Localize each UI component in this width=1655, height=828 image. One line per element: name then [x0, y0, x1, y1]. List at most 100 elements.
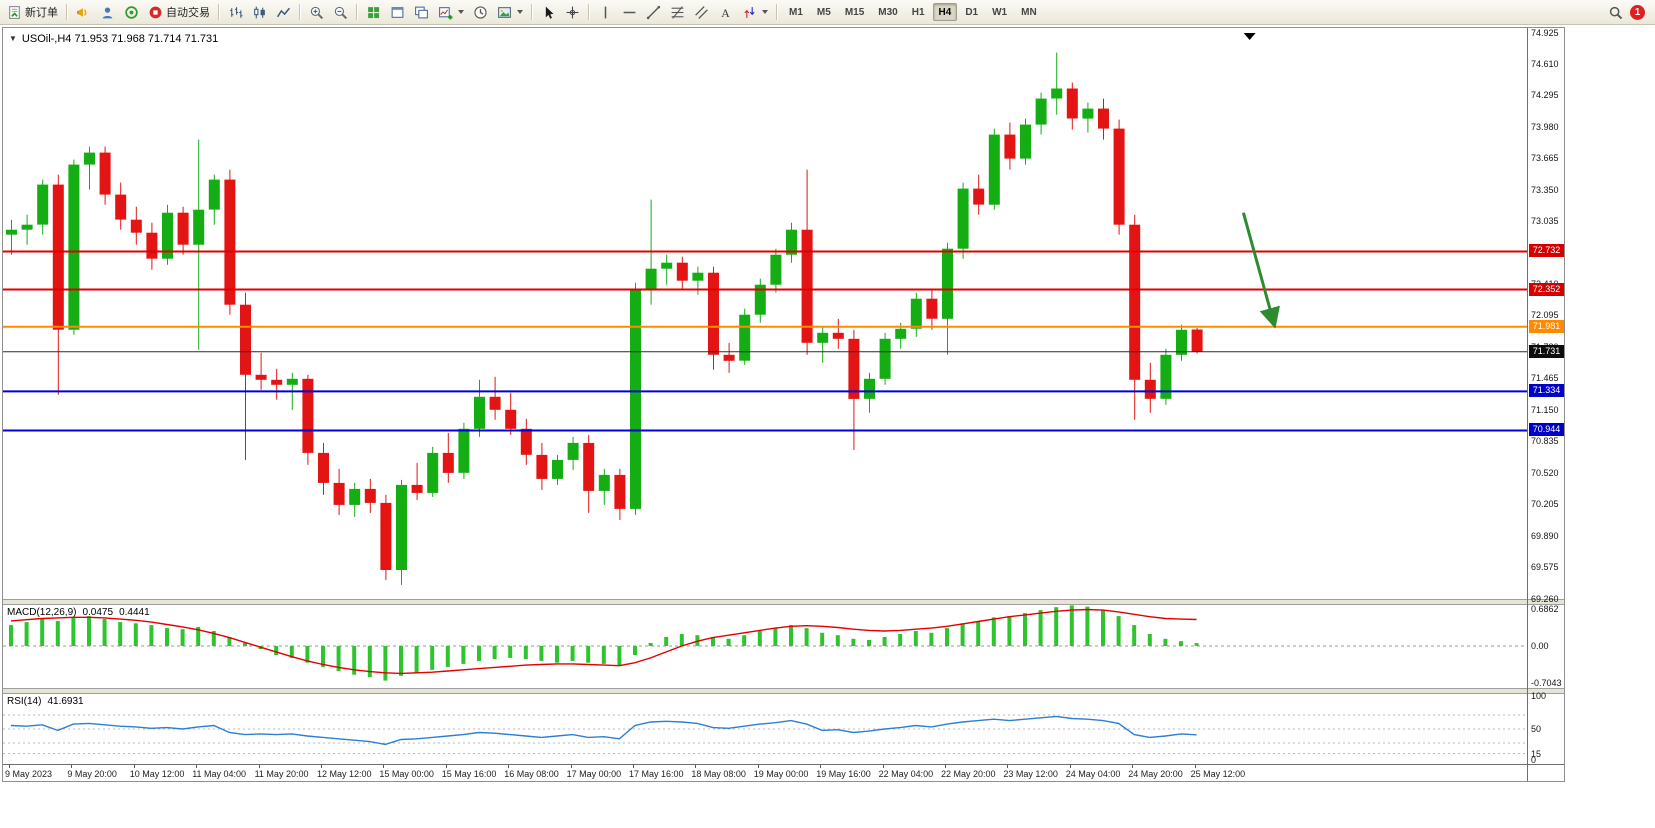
time-axis-label: 19 May 00:00 [753, 769, 809, 779]
autotrade-button[interactable]: 自动交易 [144, 2, 214, 23]
profile-icon [102, 6, 113, 18]
time-axis-tick [1069, 765, 1071, 768]
axis-tick-label: 74.610 [1531, 58, 1559, 69]
axis-tick-label: 69.890 [1531, 530, 1559, 541]
axis-tick-label: 70.520 [1531, 467, 1559, 478]
zoom-in-button[interactable] [305, 2, 328, 23]
timeframe-h1-button[interactable]: H1 [906, 3, 931, 21]
panel-splitter[interactable] [3, 688, 1564, 694]
rsi-panel[interactable]: RSI(14) 41.6931 [3, 694, 1527, 764]
trendline-tool-button[interactable] [642, 2, 665, 23]
timeframe-w1-button[interactable]: W1 [986, 3, 1013, 21]
arrows-tool-button[interactable] [738, 2, 772, 23]
clock-button[interactable] [469, 2, 492, 23]
svg-text:A: A [721, 6, 730, 19]
candlestick-plot [3, 33, 1527, 585]
clock-icon [474, 5, 487, 19]
timeframe-h4-button[interactable]: H4 [932, 3, 958, 21]
timeframe-m15-button[interactable]: M15 [839, 3, 870, 21]
time-axis-tick [508, 765, 510, 768]
tile-windows-button[interactable] [362, 2, 385, 23]
megaphone-icon [77, 7, 87, 17]
timeframe-m5-button[interactable]: M5 [811, 3, 837, 21]
time-axis-label: 23 May 12:00 [1003, 769, 1058, 779]
macd-panel[interactable]: MACD(12,26,9) 0.0475 0.4441 [3, 605, 1527, 688]
axis-tick-label: 15 [1531, 748, 1542, 759]
announcement-button[interactable] [72, 2, 95, 23]
time-axis-tick [196, 765, 198, 768]
time-axis-label: 10 May 12:00 [129, 769, 185, 779]
axis-tick-label: 74.925 [1531, 28, 1559, 38]
chevron-down-icon [517, 10, 523, 14]
fibonacci-tool-button[interactable] [666, 2, 689, 23]
rsi-plot [3, 714, 1527, 754]
chart-candles-button[interactable] [248, 2, 271, 23]
time-axis-tick [820, 765, 822, 768]
one-click-trading-collapse-icon[interactable]: ▼ [9, 34, 17, 43]
cascade-icon [415, 6, 428, 18]
toolbar-separator [776, 4, 778, 20]
time-axis-label: 18 May 08:00 [691, 769, 746, 779]
time-axis-label: 9 May 20:00 [67, 769, 117, 779]
community-button[interactable] [96, 2, 119, 23]
zoom-in-icon [310, 6, 324, 19]
time-axis[interactable]: 9 May 2023 9 May 20:00 10 May 12:00 11 May … [3, 764, 1564, 781]
time-axis-label: 17 May 16:00 [629, 769, 684, 779]
time-axis-tick [1007, 765, 1009, 768]
price-axis[interactable]: 74.925 74.610 74.295 73.980 73.665 73.350 73.0… [1527, 28, 1564, 781]
time-axis-label: 17 May 00:00 [566, 769, 622, 779]
time-axis-tick [945, 765, 946, 768]
text-tool-button[interactable]: A [714, 2, 737, 23]
search-button[interactable] [1604, 2, 1627, 23]
timeframe-d1-button[interactable]: D1 [959, 3, 984, 21]
arrange-windows-button[interactable] [386, 2, 409, 23]
tile-windows-icon [368, 6, 380, 18]
cascade-windows-button[interactable] [410, 2, 433, 23]
axis-tick-label: 74.295 [1531, 90, 1559, 101]
toolbar-separator [66, 4, 68, 20]
main-chart[interactable] [3, 32, 1527, 599]
time-axis-tick [1194, 765, 1196, 768]
time-axis-tick [445, 765, 447, 768]
macd-label: MACD(12,26,9) [7, 607, 77, 618]
text-icon: A [721, 6, 730, 19]
time-axis-label: 16 May 08:00 [504, 769, 559, 779]
time-axis-label: 11 May 20:00 [254, 769, 309, 779]
timeframe-mn-button[interactable]: MN [1015, 3, 1043, 21]
crosshair-button[interactable] [561, 2, 584, 23]
axis-tick-label: 72.095 [1531, 310, 1559, 321]
chart-bars-button[interactable] [224, 2, 247, 23]
autotrade-icon [149, 6, 162, 18]
vertical-line-icon [604, 6, 607, 18]
time-axis-label: 25 May 12:00 [1190, 769, 1246, 779]
time-axis-label: 11 May 04:00 [192, 769, 247, 779]
timeframe-m30-button[interactable]: M30 [872, 3, 903, 21]
vertical-line-tool-button[interactable] [594, 2, 617, 23]
cursor-button[interactable] [537, 2, 560, 23]
time-axis-tick [71, 765, 73, 768]
new-chart-button[interactable] [434, 2, 468, 23]
picture-icon [498, 6, 511, 18]
axis-tick-label: 73.350 [1531, 184, 1559, 195]
globe-icon [125, 5, 138, 19]
window-icon [391, 6, 404, 18]
zoom-out-button[interactable] [329, 2, 352, 23]
new-order-button[interactable]: 新订单 [3, 2, 62, 23]
mql5-service-button[interactable] [120, 2, 143, 23]
new-order-label: 新订单 [25, 7, 58, 19]
channel-tool-button[interactable] [690, 2, 713, 23]
new-chart-icon [439, 6, 453, 19]
time-axis-tick [757, 765, 759, 768]
chart-line-button[interactable] [272, 2, 295, 23]
axis-tick-label: -0.7043 [1531, 678, 1562, 688]
time-axis-label: 15 May 16:00 [441, 769, 497, 779]
template-button[interactable] [493, 2, 527, 23]
timeframe-m1-button[interactable]: M1 [783, 3, 809, 21]
time-axis-tick [570, 765, 572, 768]
rsi-value: 41.6931 [47, 696, 84, 707]
notification-badge[interactable]: 1 [1630, 4, 1645, 20]
toolbar: 新订单 自动交易 [0, 0, 1655, 25]
timeframe-toolbar: M1 M5 M15 M30 H1 H4 D1 W1 MN [782, 3, 1044, 21]
panel-splitter[interactable] [3, 599, 1564, 605]
horizontal-line-tool-button[interactable] [618, 2, 641, 23]
